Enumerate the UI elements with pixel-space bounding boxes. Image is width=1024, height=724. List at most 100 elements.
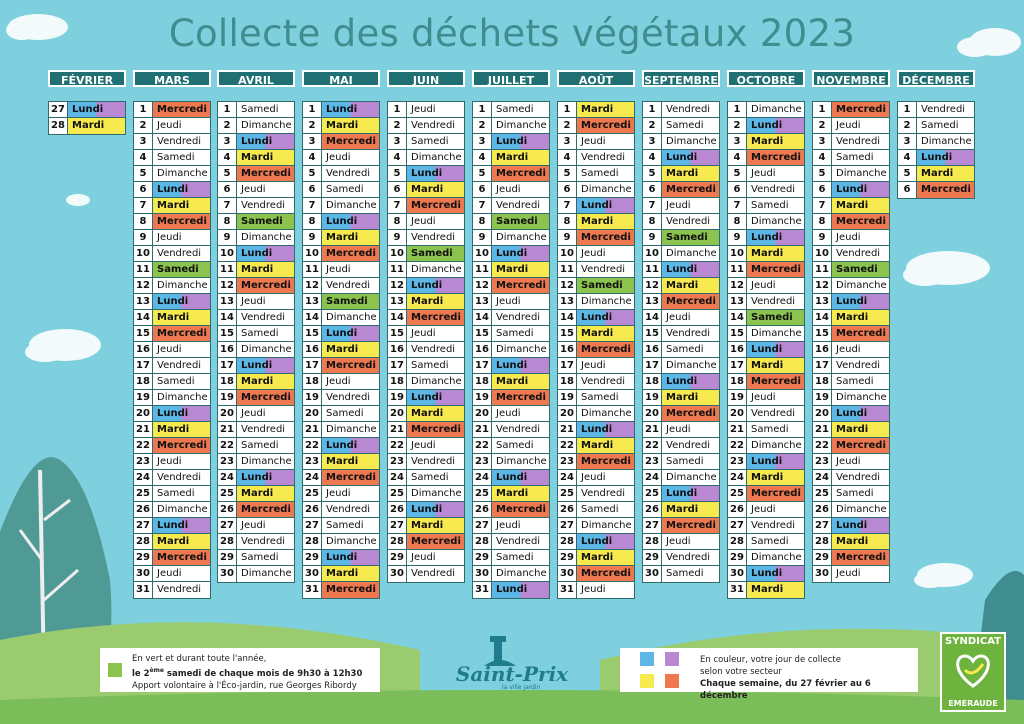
green-color-square: [108, 663, 122, 677]
day-number: 18: [558, 374, 577, 389]
day-row: 27 Dimanche: [558, 518, 634, 534]
day-number: 8: [388, 214, 407, 229]
day-row: 8 Samedi: [218, 214, 294, 230]
day-number: 27: [813, 518, 832, 533]
day-row: 6 Mercredi: [898, 182, 974, 198]
day-number: 1: [473, 102, 492, 117]
day-number: 5: [388, 166, 407, 181]
day-number: 24: [558, 470, 577, 485]
day-number: 2: [898, 118, 917, 133]
day-number: 20: [558, 406, 577, 421]
day-row: 31 Jeudi: [558, 582, 634, 598]
day-number: 21: [134, 422, 153, 437]
month-header: JUILLET: [472, 70, 550, 87]
day-number: 22: [558, 438, 577, 453]
day-row: 31 Mardi: [728, 582, 804, 598]
day-number: 13: [134, 294, 153, 309]
day-list: 1 Samedi 2 Dimanche 3 Lundi 4 Mardi 5 Mercredi 6 Je…: [472, 101, 550, 599]
day-number: 24: [643, 470, 662, 485]
day-number: 17: [813, 358, 832, 373]
day-row: 4 Lundi: [643, 150, 719, 166]
day-number: 4: [898, 150, 917, 165]
day-name: Dimanche: [496, 568, 547, 579]
day-row: 11 Dimanche: [388, 262, 464, 278]
day-number: 28: [473, 534, 492, 549]
day-row: 9 Jeudi: [813, 230, 889, 246]
day-name: Mercredi: [747, 486, 804, 501]
day-name: Jeudi: [411, 216, 436, 227]
day-row: 5 Samedi: [558, 166, 634, 182]
day-name: Mardi: [492, 150, 549, 165]
day-number: 12: [728, 278, 747, 293]
day-name: Mardi: [832, 422, 889, 437]
day-row: 13 Mardi: [388, 294, 464, 310]
day-number: 31: [303, 582, 322, 598]
day-row: 22 Lundi: [303, 438, 379, 454]
day-number: 19: [134, 390, 153, 405]
day-row: 10 Mercredi: [303, 246, 379, 262]
day-number: 23: [218, 454, 237, 469]
day-name: Mercredi: [153, 326, 210, 341]
day-row: 2 Jeudi: [813, 118, 889, 134]
day-row: 18 Samedi: [813, 374, 889, 390]
day-number: 15: [134, 326, 153, 341]
day-name: Samedi: [157, 488, 195, 499]
day-name: Jeudi: [241, 296, 266, 307]
day-number: 23: [643, 454, 662, 469]
day-row: 19 Lundi: [388, 390, 464, 406]
day-row: 20 Mercredi: [643, 406, 719, 422]
day-number: 24: [303, 470, 322, 485]
day-name: Vendredi: [666, 328, 711, 339]
day-name: Mercredi: [322, 358, 379, 373]
day-name: Samedi: [241, 104, 279, 115]
day-name: Samedi: [832, 262, 889, 277]
day-name: Dimanche: [921, 136, 972, 147]
day-number: 20: [388, 406, 407, 421]
day-name: Dimanche: [411, 152, 462, 163]
day-row: 7 Vendredi: [473, 198, 549, 214]
day-number: 8: [558, 214, 577, 229]
day-name: Lundi: [322, 326, 379, 341]
day-name: Jeudi: [581, 136, 606, 147]
day-number: 1: [558, 102, 577, 117]
day-name: Lundi: [832, 406, 889, 421]
day-row: 13 Jeudi: [218, 294, 294, 310]
day-name: Lundi: [153, 518, 210, 533]
day-name: Jeudi: [751, 280, 776, 291]
day-name: Samedi: [153, 262, 210, 277]
day-name: Mardi: [237, 150, 294, 165]
day-row: 18 Dimanche: [388, 374, 464, 390]
day-row: 17 Vendredi: [813, 358, 889, 374]
day-name: Mardi: [832, 310, 889, 325]
day-name: Samedi: [241, 552, 279, 563]
day-row: 14 Vendredi: [473, 310, 549, 326]
day-number: 16: [728, 342, 747, 357]
day-row: 29 Mercredi: [813, 550, 889, 566]
day-number: 27: [473, 518, 492, 533]
day-number: 3: [558, 134, 577, 149]
day-name: Mardi: [662, 502, 719, 517]
day-name: Vendredi: [157, 360, 202, 371]
day-name: Mardi: [662, 390, 719, 405]
day-name: Jeudi: [581, 248, 606, 259]
month-column: DÉCEMBRE 1 Vendredi 2 Samedi 3 Dimanche 4 Lundi 5…: [897, 70, 975, 199]
month-column: JUIN 1 Jeudi 2 Vendredi 3 Samedi 4 Dimanche 5 Lund…: [387, 70, 465, 583]
day-row: 11 Vendredi: [558, 262, 634, 278]
day-number: 27: [218, 518, 237, 533]
day-number: 2: [728, 118, 747, 133]
month-header: JUIN: [387, 70, 465, 87]
day-row: 18 Mardi: [473, 374, 549, 390]
day-row: 25 Samedi: [813, 486, 889, 502]
day-name: Mercredi: [153, 438, 210, 453]
day-row: 1 Mercredi: [134, 102, 210, 118]
day-number: 11: [643, 262, 662, 277]
day-number: 1: [728, 102, 747, 117]
day-row: 8 Samedi: [473, 214, 549, 230]
day-number: 21: [473, 422, 492, 437]
day-row: 8 Mercredi: [813, 214, 889, 230]
day-row: 20 Jeudi: [473, 406, 549, 422]
day-name: Mardi: [237, 486, 294, 501]
sector-info-line-1: En couleur, votre jour de collecte: [700, 655, 841, 665]
day-number: 1: [813, 102, 832, 117]
day-row: 29 Vendredi: [643, 550, 719, 566]
